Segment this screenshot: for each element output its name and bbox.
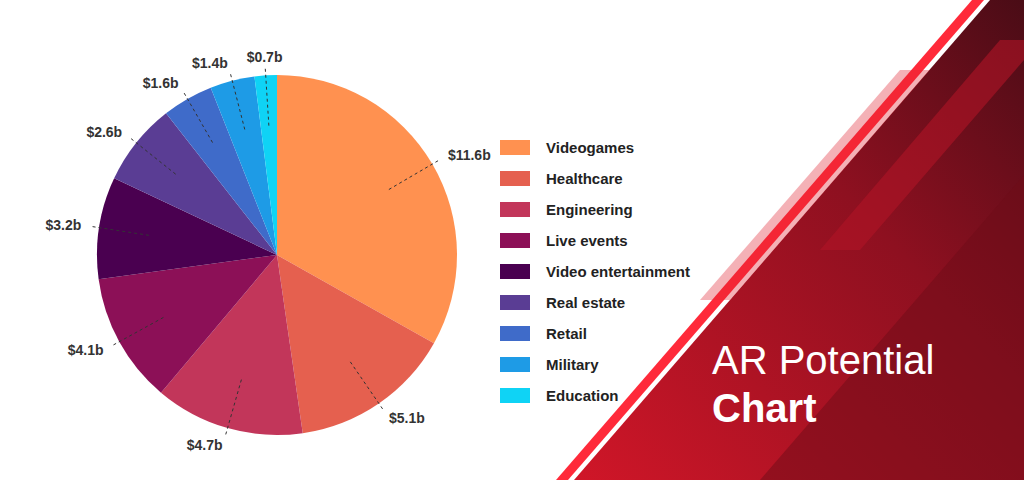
svg-text:$4.1b: $4.1b (68, 342, 104, 358)
html-text:Video entertainment: Video entertainment (546, 263, 690, 280)
html-text:Chart: Chart (712, 386, 817, 430)
svg-text:$3.2b: $3.2b (45, 217, 81, 233)
svg-text:$4.7b: $4.7b (187, 437, 223, 453)
svg-text:$2.6b: $2.6b (86, 124, 122, 140)
svg-text:$0.7b: $0.7b (247, 49, 283, 65)
html-text:Live events: Live events (546, 232, 628, 249)
svg-text:$1.4b: $1.4b (192, 55, 228, 71)
html-text:Real estate: Real estate (546, 294, 626, 311)
html-text:AR Potential: AR Potential (712, 338, 935, 382)
html-text:Videogames: Videogames (546, 139, 635, 156)
html-text:Military: Military (546, 356, 599, 373)
svg-text:$11.6b: $11.6b (448, 147, 491, 163)
html-text:Education: Education (546, 387, 619, 404)
html-text:Engineering: Engineering (546, 201, 633, 218)
html-text:Retail: Retail (546, 325, 587, 342)
svg-text:$5.1b: $5.1b (389, 410, 425, 426)
svg-text:$1.6b: $1.6b (143, 75, 179, 91)
html-text:Healthcare: Healthcare (546, 170, 623, 187)
